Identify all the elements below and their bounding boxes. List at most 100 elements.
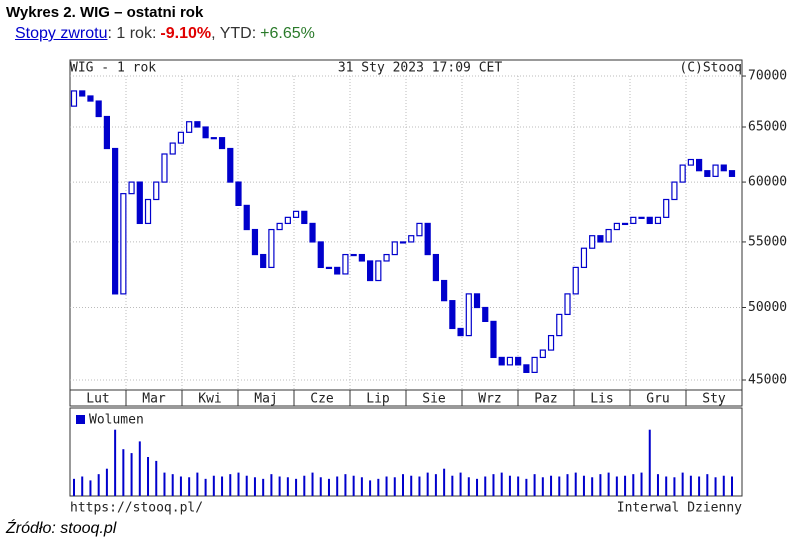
volume-bar	[500, 472, 503, 496]
legend-label: Wolumen	[89, 413, 144, 428]
candle	[597, 235, 604, 243]
volume-bar	[484, 476, 487, 496]
candle	[506, 356, 514, 366]
candle	[720, 164, 727, 172]
candle	[87, 95, 94, 102]
candle	[515, 356, 522, 366]
candle	[630, 216, 637, 225]
candle	[556, 313, 563, 337]
volume-bar	[418, 476, 421, 496]
volume-bar	[352, 475, 355, 496]
volume-bar	[550, 475, 553, 496]
candle	[358, 253, 365, 262]
volume-bar	[81, 476, 84, 496]
candle	[391, 241, 398, 256]
candle	[564, 293, 571, 316]
candle	[663, 198, 670, 218]
candle	[95, 100, 102, 118]
volume-bar	[369, 480, 372, 496]
chart-date: 31 Sty 2023 17:09 CET	[338, 61, 503, 76]
candle	[687, 158, 694, 166]
volume-bar	[270, 474, 273, 496]
candle	[375, 260, 382, 282]
volume-bar	[541, 477, 544, 496]
volume-bar	[492, 474, 495, 496]
volume-bar	[97, 474, 100, 496]
candle	[367, 260, 374, 282]
candle	[309, 222, 316, 243]
candle	[473, 293, 481, 309]
volume-bar	[393, 477, 396, 496]
volume-bar	[698, 476, 701, 496]
x-tick-label: Gru	[646, 392, 669, 407]
volume-bar	[163, 472, 166, 496]
y-tick-label: 70000	[748, 69, 787, 84]
candle	[399, 241, 407, 244]
x-tick-label: Lis	[590, 392, 613, 407]
volume-bar	[426, 472, 429, 496]
volume-bar	[533, 474, 536, 496]
return-label: : 1 rok:	[107, 25, 157, 42]
candle	[284, 216, 291, 225]
volume-bar	[508, 475, 511, 496]
volume-bar	[689, 475, 692, 496]
candle	[580, 247, 588, 269]
volume-bar	[377, 478, 380, 496]
volume-bar	[105, 468, 108, 496]
volume-bar	[360, 477, 363, 496]
volume-bar	[344, 474, 347, 496]
candle	[334, 266, 341, 275]
candle	[654, 216, 662, 225]
candle	[383, 253, 390, 262]
candle	[268, 228, 275, 269]
candle	[695, 158, 703, 172]
candle	[136, 181, 143, 225]
volume-bar	[295, 478, 298, 496]
candle	[728, 170, 736, 177]
candle	[276, 222, 283, 231]
y-tick-label: 50000	[748, 300, 787, 315]
returns-link[interactable]: Stopy zwrotu	[15, 25, 108, 42]
volume-bar	[591, 477, 594, 496]
y-tick-label: 55000	[748, 234, 787, 249]
volume-bar	[574, 472, 577, 496]
volume-bar	[640, 472, 643, 496]
legend-swatch	[76, 415, 85, 424]
title: Wykres 2. WIG – ostatni rok	[6, 4, 204, 21]
volume-bar	[714, 477, 717, 496]
volume-bar	[245, 475, 248, 496]
candle	[144, 198, 152, 225]
y-tick-label: 45000	[748, 372, 787, 387]
candle	[194, 121, 201, 128]
x-tick-label: Sty	[702, 392, 726, 407]
returns: Stopy zwrotu: 1 rok: -9.10%, YTD: +6.65%	[15, 25, 315, 43]
volume-bar	[171, 474, 174, 496]
x-tick-label: Lut	[86, 392, 109, 407]
volume-bar	[221, 476, 224, 496]
candle	[103, 115, 111, 150]
candle	[210, 137, 217, 140]
return-value: +6.65%	[260, 25, 315, 42]
candle	[301, 210, 308, 225]
volume-bar	[196, 472, 199, 496]
candle	[547, 334, 555, 351]
y-tick-label: 60000	[748, 175, 787, 190]
y-tick-label: 65000	[748, 120, 787, 135]
candle	[408, 235, 415, 243]
volume-bar	[665, 476, 668, 496]
candle	[531, 356, 538, 373]
candle	[342, 253, 349, 275]
candle	[712, 164, 719, 177]
candle	[589, 235, 596, 249]
volume-bar	[319, 477, 322, 496]
volume-bar	[648, 429, 651, 496]
volume-bar	[336, 476, 339, 496]
x-tick-label: Kwi	[198, 392, 221, 407]
candle	[416, 222, 423, 237]
volume-bar	[122, 449, 125, 496]
candle	[292, 210, 300, 218]
x-tick-label: Sie	[422, 392, 446, 407]
volume-bar	[722, 475, 725, 496]
x-tick-label: Lip	[366, 392, 390, 407]
